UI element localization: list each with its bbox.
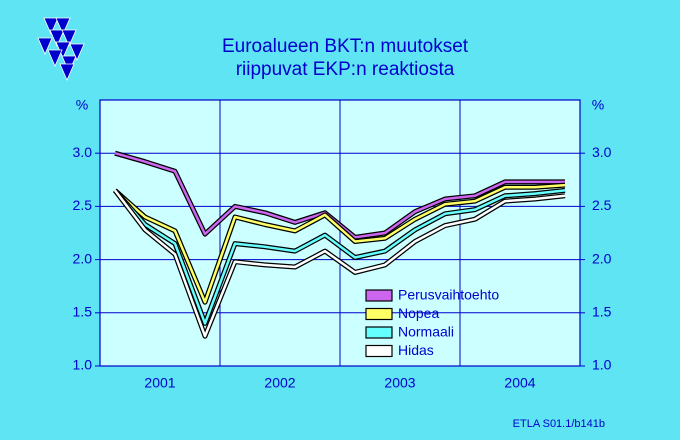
chart-title: Euroalueen BKT:n muutokset xyxy=(222,36,469,57)
x-tick-label: 2002 xyxy=(264,375,295,391)
y2-tick-label: 3.0 xyxy=(592,144,612,160)
series-line xyxy=(114,183,566,304)
y2-tick-label: 1.5 xyxy=(592,304,612,320)
chart-title: riippuvat EKP:n reaktiosta xyxy=(236,59,455,80)
y-unit: % xyxy=(76,97,88,113)
x-tick-label: 2001 xyxy=(144,375,175,391)
logo xyxy=(37,17,85,81)
y-tick-label: 1.0 xyxy=(73,357,93,373)
legend-swatch xyxy=(365,326,393,339)
series-line xyxy=(114,189,566,325)
footer: ETLA S01.1/b141b xyxy=(513,418,605,430)
legend-label: Perusvaihtoehto xyxy=(398,287,499,303)
y-tick-label: 1.5 xyxy=(73,304,93,320)
y-tick-label: 2.0 xyxy=(73,250,93,266)
x-tick-label: 2003 xyxy=(384,375,415,391)
legend-label: Hidas xyxy=(398,342,434,358)
y-tick-label: 2.5 xyxy=(73,197,93,213)
y2-tick-label: 2.0 xyxy=(592,250,612,266)
legend-label: Nopea xyxy=(398,305,439,321)
series-line xyxy=(114,189,566,338)
y2-unit: % xyxy=(592,97,604,113)
legend-label: Normaali xyxy=(398,324,454,340)
legend-swatch xyxy=(365,289,393,302)
legend-swatch xyxy=(365,307,393,321)
y2-tick-label: 2.5 xyxy=(592,197,612,213)
y-tick-label: 3.0 xyxy=(73,144,93,160)
legend-swatch xyxy=(365,344,393,358)
y2-tick-label: 1.0 xyxy=(592,357,612,373)
x-tick-label: 2004 xyxy=(504,375,535,391)
